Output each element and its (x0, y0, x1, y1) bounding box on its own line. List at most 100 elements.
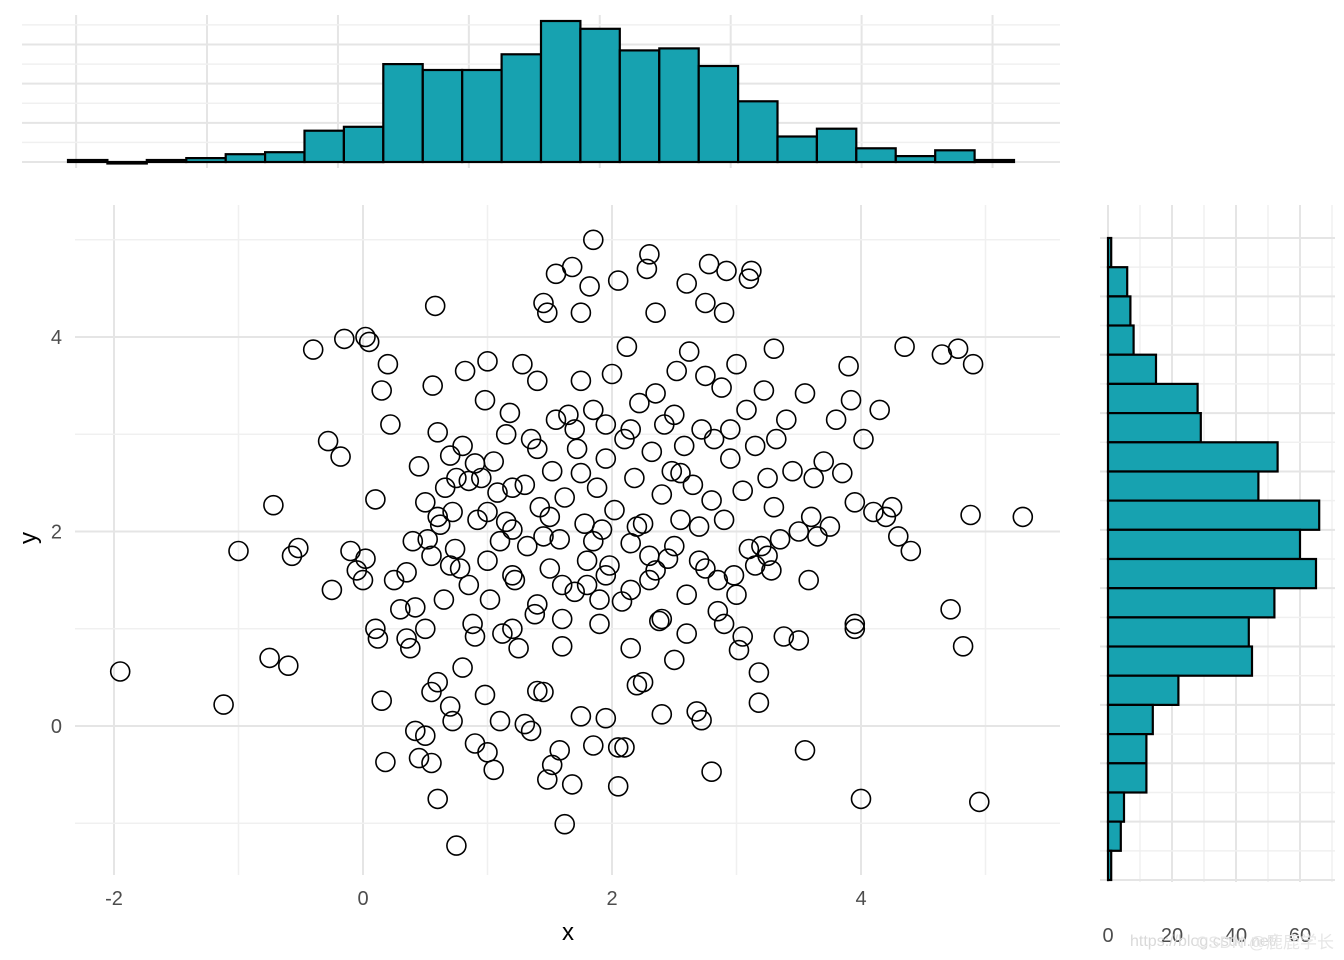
scatter-point (263, 494, 284, 516)
scatter-point (489, 530, 511, 552)
top-histogram-bar (264, 151, 306, 164)
scatter-point (502, 618, 523, 640)
scatter-point (421, 681, 442, 703)
scatter-point (355, 326, 376, 348)
y-axis-title: y (15, 532, 42, 544)
right-histogram-bar (1106, 382, 1199, 415)
watermark-text: CSDN @鹿鹿学长 (1196, 933, 1334, 952)
top-histogram-panel (22, 15, 1060, 168)
scatter-point (1012, 506, 1034, 528)
scatter-point (639, 244, 660, 265)
scatter-point (564, 581, 586, 603)
right-histogram-bar (1106, 791, 1126, 823)
scatter-point (302, 339, 324, 360)
top-histogram-bar (145, 158, 188, 164)
scatter-point (421, 545, 442, 567)
scatter-point (639, 545, 660, 567)
right-histogram-bar (1106, 353, 1158, 386)
scatter-point (763, 338, 785, 360)
scatter-point (788, 521, 810, 542)
scatter-point (757, 467, 778, 489)
x-axis-title: x (562, 919, 574, 946)
scatter-point (748, 662, 770, 683)
scatter-point (541, 754, 563, 776)
scatter-point (551, 608, 573, 630)
right-histogram-bar (1106, 703, 1154, 736)
scatter-point (396, 561, 417, 583)
scatter-point (526, 438, 548, 460)
scatter-point (358, 331, 380, 353)
scatter-point (614, 737, 635, 758)
scatter-point (738, 268, 760, 290)
right-histogram-bar (1106, 528, 1302, 561)
scatter-point (408, 455, 430, 477)
scatter-point (452, 657, 473, 678)
scatter-point (900, 540, 922, 562)
scatter-point (688, 550, 710, 572)
scatter-point (753, 380, 775, 401)
scatter-point (713, 302, 735, 324)
scatter-point (960, 504, 981, 526)
scatter-point (645, 302, 666, 324)
scatter-point (404, 720, 426, 742)
scatter-point (389, 598, 411, 620)
scatter-point (695, 365, 716, 387)
scatter-point (626, 516, 648, 537)
scatter-point (595, 707, 617, 729)
scatter-point (663, 649, 685, 671)
scatter-point (352, 569, 374, 591)
scatter-point (449, 558, 471, 579)
scatter-point (719, 448, 741, 469)
top-histogram-bar (579, 27, 621, 164)
right-histogram-bar (1106, 295, 1132, 327)
top-histogram-bar (855, 147, 897, 164)
scatter-point (551, 574, 573, 596)
scatter-point (726, 584, 747, 606)
top-histogram-bar (934, 149, 976, 164)
scatter-point (803, 467, 825, 489)
scatter-point (763, 496, 785, 518)
scatter-point (402, 530, 424, 552)
scatter-point (599, 555, 620, 576)
scatter-point (616, 336, 638, 358)
scatter-point (514, 713, 536, 735)
scatter-point (682, 474, 704, 496)
scatter-point (365, 489, 386, 510)
right-histogram-bar (1106, 266, 1129, 298)
top-histogram-bar (618, 49, 661, 164)
scatter-point (417, 528, 439, 550)
scatter-point (589, 589, 610, 610)
scatter-point (825, 409, 847, 431)
scatter-point (844, 491, 866, 513)
scatter-point (678, 341, 700, 362)
scatter-point (536, 302, 558, 324)
scatter-point (383, 569, 405, 591)
scatter-point (607, 270, 629, 291)
scatter-point (213, 694, 234, 715)
scatter-point (474, 684, 496, 706)
scatter-point (728, 639, 750, 661)
right-histogram-bar (1106, 557, 1318, 590)
x-tick-label: 4 (855, 888, 866, 910)
scatter-point (549, 739, 571, 761)
top-histogram-bar (736, 100, 779, 164)
scatter-point (741, 260, 762, 282)
scatter-point (863, 501, 884, 523)
scatter-point (788, 630, 810, 651)
scatter-point (439, 555, 461, 576)
scatter-point (629, 392, 650, 414)
right-histogram-panel: 0 20 40 60 (1100, 205, 1335, 947)
scatter-point (109, 661, 131, 682)
scatter-point (371, 380, 393, 401)
x-tick-label: -2 (105, 888, 123, 910)
top-histogram-bar (697, 64, 740, 164)
scatter-point (589, 613, 610, 635)
scatter-point (520, 720, 542, 742)
scatter-grid (75, 205, 1060, 875)
scatter-point (512, 353, 533, 375)
scatter-point (380, 414, 401, 435)
watermark: https://blog.csdn.net/ CSDN @鹿鹿学长 (1130, 933, 1334, 952)
scatter-point (477, 550, 498, 572)
scatter-point (952, 635, 974, 657)
scatter-point (838, 355, 859, 377)
